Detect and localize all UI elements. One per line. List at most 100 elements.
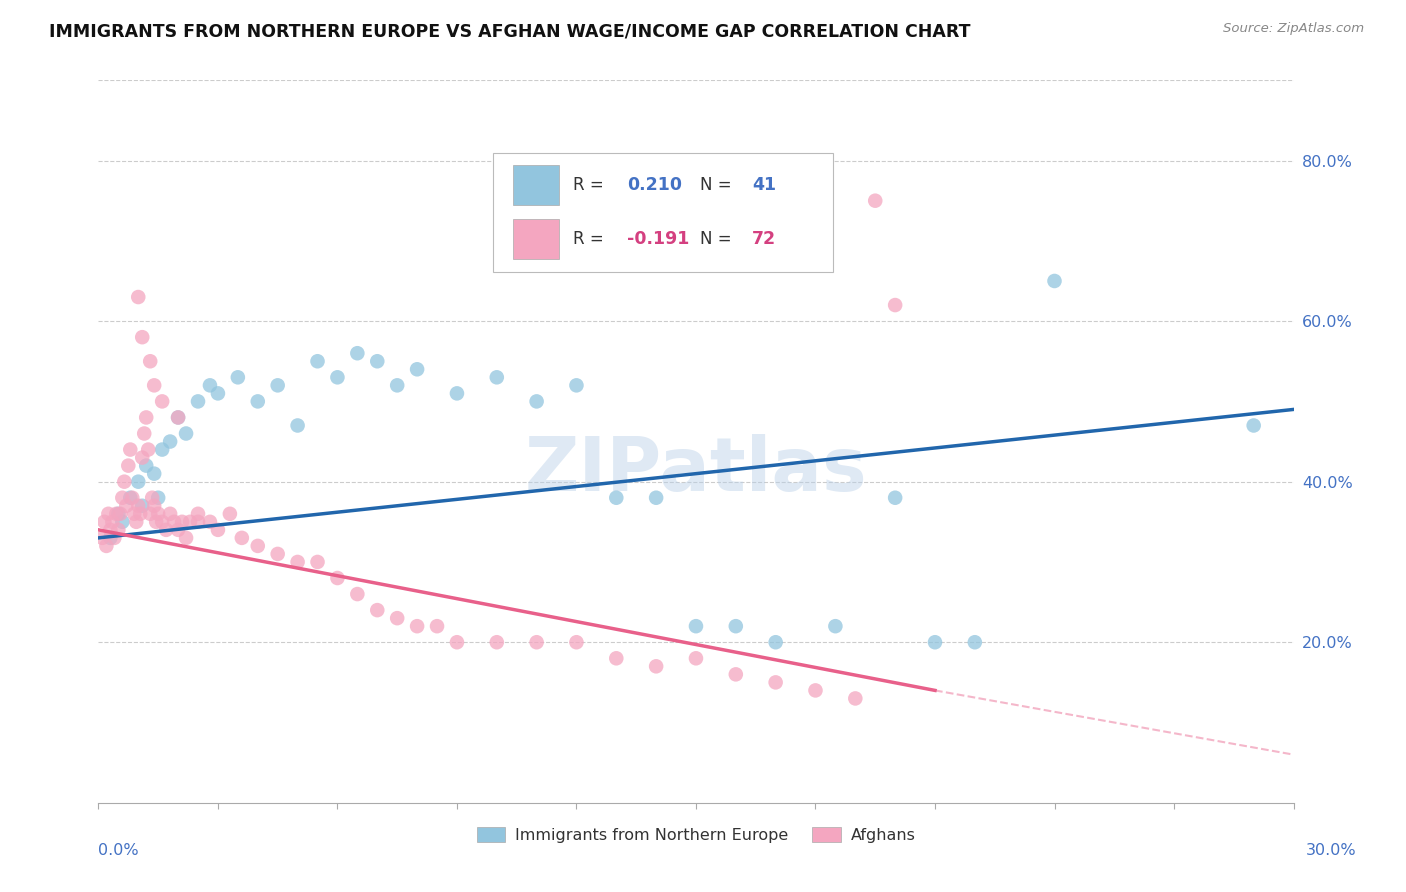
Point: [1043, 274, 1066, 288]
Point: [143, 499, 166, 513]
Point: [93, 515, 115, 529]
Point: [174, 426, 197, 441]
Point: [125, 515, 148, 529]
Point: [135, 458, 157, 473]
Text: R =: R =: [572, 176, 603, 194]
Point: [844, 691, 866, 706]
Point: [605, 651, 627, 665]
Point: [287, 555, 309, 569]
Point: [148, 491, 170, 505]
FancyBboxPatch shape: [494, 153, 834, 272]
Point: [98, 531, 122, 545]
Point: [127, 475, 149, 489]
Point: [267, 378, 290, 392]
Point: [179, 515, 201, 529]
Text: 30.0%: 30.0%: [1306, 843, 1357, 857]
Point: [134, 426, 156, 441]
Point: [246, 394, 269, 409]
Point: [198, 515, 221, 529]
Point: [187, 507, 209, 521]
Point: [366, 354, 388, 368]
Point: [307, 555, 329, 569]
Point: [326, 571, 349, 585]
Point: [565, 378, 588, 392]
Point: [346, 587, 368, 601]
Text: ZIPatlas: ZIPatlas: [524, 434, 868, 507]
Text: 72: 72: [752, 230, 776, 248]
Point: [685, 619, 707, 633]
Point: [446, 635, 468, 649]
Point: [963, 635, 986, 649]
Point: [765, 635, 787, 649]
Text: 0.210: 0.210: [627, 176, 682, 194]
Point: [446, 386, 468, 401]
Text: 0.0%: 0.0%: [98, 843, 139, 857]
Point: [167, 410, 190, 425]
Point: [219, 507, 242, 521]
Point: [112, 475, 135, 489]
Point: [884, 298, 907, 312]
Point: [198, 378, 221, 392]
Point: [645, 491, 668, 505]
Point: [115, 499, 138, 513]
Point: [131, 330, 153, 344]
Point: [120, 491, 142, 505]
Point: [1243, 418, 1265, 433]
Point: [167, 523, 190, 537]
Point: [155, 523, 177, 537]
Point: [307, 354, 329, 368]
Point: [103, 531, 125, 545]
Text: Source: ZipAtlas.com: Source: ZipAtlas.com: [1223, 22, 1364, 36]
Text: N =: N =: [700, 176, 731, 194]
Point: [167, 410, 190, 425]
Text: N =: N =: [700, 230, 731, 248]
Point: [884, 491, 907, 505]
Point: [120, 442, 142, 457]
FancyBboxPatch shape: [513, 219, 558, 259]
Point: [98, 523, 122, 537]
Point: [136, 442, 159, 457]
Point: [139, 507, 162, 521]
Point: [127, 499, 149, 513]
Point: [485, 635, 508, 649]
Point: [485, 370, 508, 384]
Point: [287, 418, 309, 433]
Point: [207, 386, 229, 401]
Point: [526, 635, 548, 649]
Text: R =: R =: [572, 230, 603, 248]
Point: [150, 442, 173, 457]
Point: [406, 362, 429, 376]
Legend: Immigrants from Northern Europe, Afghans: Immigrants from Northern Europe, Afghans: [470, 820, 922, 849]
Point: [117, 458, 139, 473]
Point: [231, 531, 253, 545]
Point: [226, 370, 249, 384]
Point: [131, 450, 153, 465]
Point: [121, 491, 143, 505]
Point: [91, 531, 114, 545]
Point: [207, 523, 229, 537]
Point: [111, 491, 134, 505]
Point: [163, 515, 186, 529]
Point: [406, 619, 429, 633]
Point: [124, 507, 146, 521]
Point: [105, 507, 128, 521]
Point: [129, 507, 152, 521]
FancyBboxPatch shape: [513, 165, 558, 205]
Point: [326, 370, 349, 384]
Point: [645, 659, 668, 673]
Point: [724, 619, 747, 633]
Point: [139, 354, 162, 368]
Point: [187, 394, 209, 409]
Point: [174, 531, 197, 545]
Point: [924, 635, 946, 649]
Point: [426, 619, 449, 633]
Point: [865, 194, 887, 208]
Text: IMMIGRANTS FROM NORTHERN EUROPE VS AFGHAN WAGE/INCOME GAP CORRELATION CHART: IMMIGRANTS FROM NORTHERN EUROPE VS AFGHA…: [49, 22, 970, 40]
Point: [107, 507, 129, 521]
Point: [804, 683, 827, 698]
Point: [346, 346, 368, 360]
Point: [131, 499, 153, 513]
Point: [127, 290, 149, 304]
Point: [605, 491, 627, 505]
Point: [385, 378, 409, 392]
